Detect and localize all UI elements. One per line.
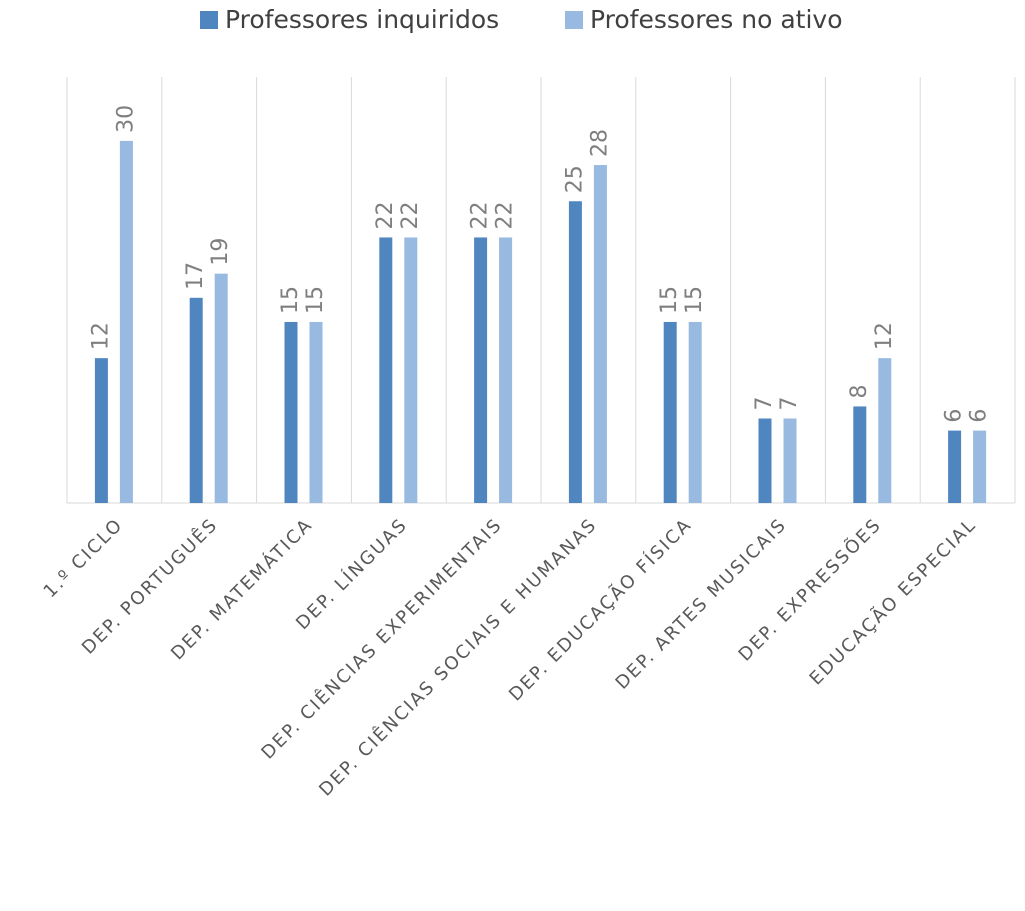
- bar: [404, 237, 418, 503]
- bar: [593, 165, 607, 504]
- value-label: 8: [847, 384, 872, 398]
- bar: [474, 237, 488, 503]
- value-label: 22: [373, 201, 398, 229]
- x-tick-label: DEP. EDUCAÇÃO FÍSICA: [504, 514, 696, 706]
- value-label: 15: [278, 286, 303, 314]
- legend-label: Professores inquiridos: [225, 5, 499, 34]
- bar: [309, 321, 323, 503]
- bar: [758, 418, 772, 503]
- bar: [973, 430, 987, 503]
- bar: [284, 321, 298, 503]
- bar: [878, 358, 892, 503]
- value-label: 12: [872, 322, 897, 350]
- x-tick-label: 1.º CICLO: [40, 514, 128, 602]
- value-label: 7: [777, 397, 802, 411]
- value-label: 19: [208, 238, 233, 266]
- bar: [499, 237, 513, 503]
- legend-swatch: [200, 11, 218, 29]
- x-tick-label: DEP. ARTES MUSICAIS: [612, 514, 791, 693]
- value-label: 15: [682, 286, 707, 314]
- bar: [853, 406, 867, 503]
- value-label: 22: [468, 201, 493, 229]
- value-label: 6: [967, 409, 992, 423]
- value-label: 7: [752, 397, 777, 411]
- legend-label: Professores no ativo: [590, 5, 843, 34]
- value-label: 15: [303, 286, 328, 314]
- value-label: 28: [587, 129, 612, 157]
- value-label: 12: [88, 322, 113, 350]
- value-label: 15: [657, 286, 682, 314]
- bar: [214, 273, 228, 503]
- bar: [119, 140, 133, 503]
- legend-swatch: [565, 11, 583, 29]
- bar: [189, 297, 203, 503]
- value-label: 30: [113, 105, 138, 133]
- bar: [94, 358, 108, 503]
- value-label: 6: [942, 409, 967, 423]
- value-label: 22: [493, 201, 518, 229]
- bar: [783, 418, 797, 503]
- x-tick-label: EDUCAÇÃO ESPECIAL: [805, 514, 981, 690]
- bar: [688, 321, 702, 503]
- value-label: 17: [183, 262, 208, 290]
- bar: [948, 430, 962, 503]
- bar: [568, 201, 582, 503]
- value-label: 22: [398, 201, 423, 229]
- bar: [379, 237, 393, 503]
- value-label: 25: [562, 165, 587, 193]
- bar: [663, 321, 677, 503]
